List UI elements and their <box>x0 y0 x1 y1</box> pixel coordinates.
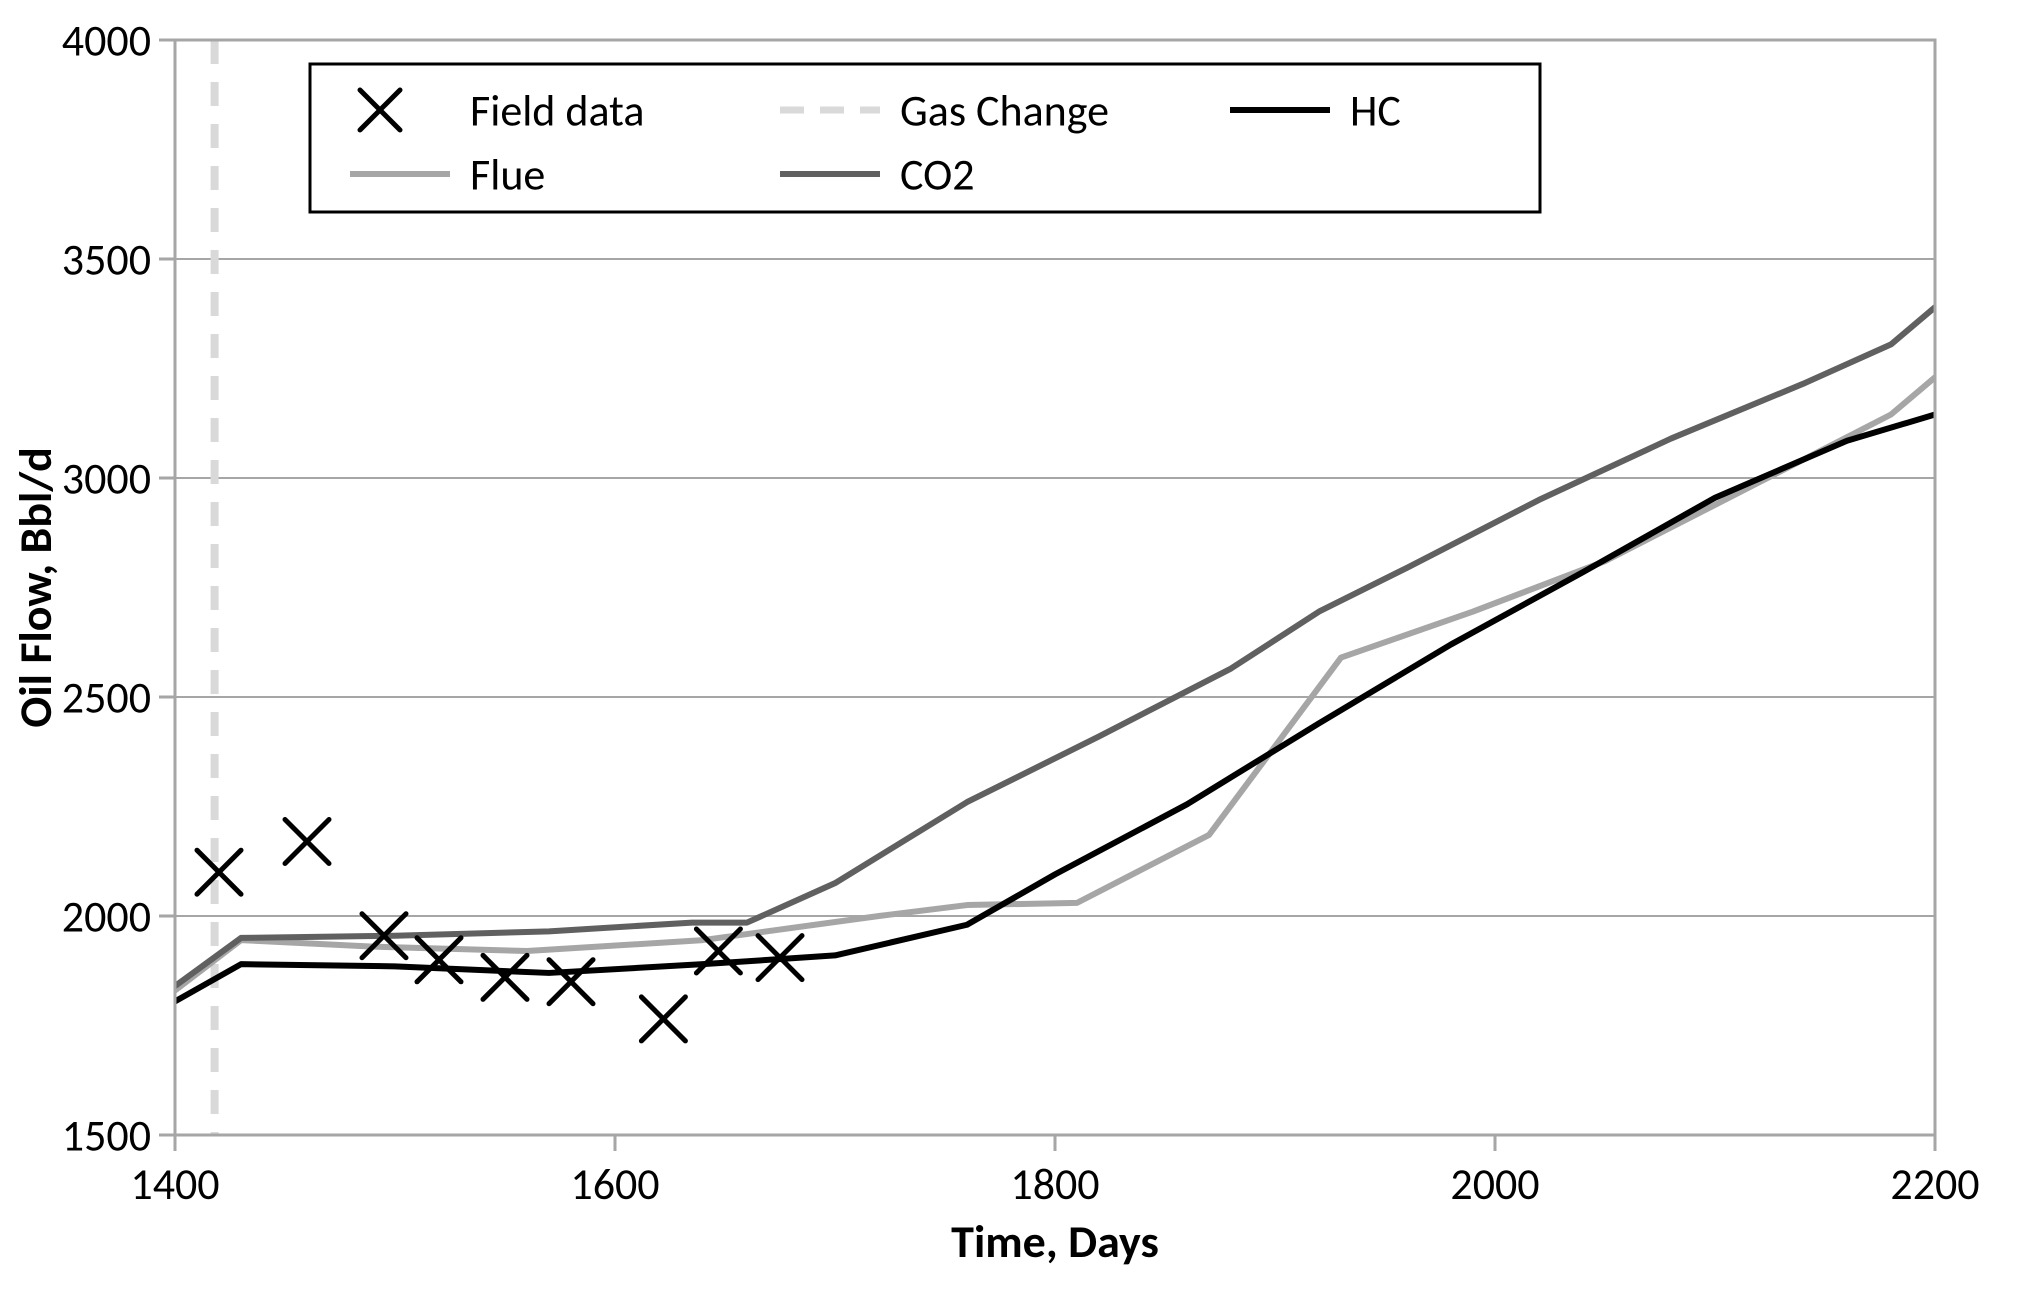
y-tick-label: 3000 <box>62 451 151 505</box>
x-tick-label: 1800 <box>1010 1157 1099 1211</box>
y-tick-label: 2000 <box>62 889 151 943</box>
y-tick-label: 3500 <box>62 232 151 286</box>
y-tick-label: 2500 <box>62 670 151 724</box>
legend-item-label: Gas Change <box>900 83 1109 137</box>
x-tick-label: 2200 <box>1890 1157 1979 1211</box>
y-axis-label: Oil Flow, Bbl/d <box>8 447 64 728</box>
chart-root: 1400 1600 1800 2000 2200 1500 2000 2500 3000 3500… <box>0 0 2017 1305</box>
x-tick-label: 1600 <box>570 1157 659 1211</box>
x-tick-label: 1400 <box>130 1157 219 1211</box>
legend-item-label: Flue <box>470 147 545 201</box>
y-tick-label: 4000 <box>62 13 151 67</box>
x-axis-label: Time, Days <box>951 1214 1159 1270</box>
y-tick-label: 1500 <box>62 1108 151 1162</box>
x-tick-label: 2000 <box>1450 1157 1539 1211</box>
chart-svg: 1400 1600 1800 2000 2200 1500 2000 2500 3000 3500… <box>0 0 2017 1305</box>
legend-item-label: Field data <box>470 83 644 137</box>
legend-item-label: HC <box>1350 83 1401 137</box>
legend-item-label: CO2 <box>900 147 975 201</box>
